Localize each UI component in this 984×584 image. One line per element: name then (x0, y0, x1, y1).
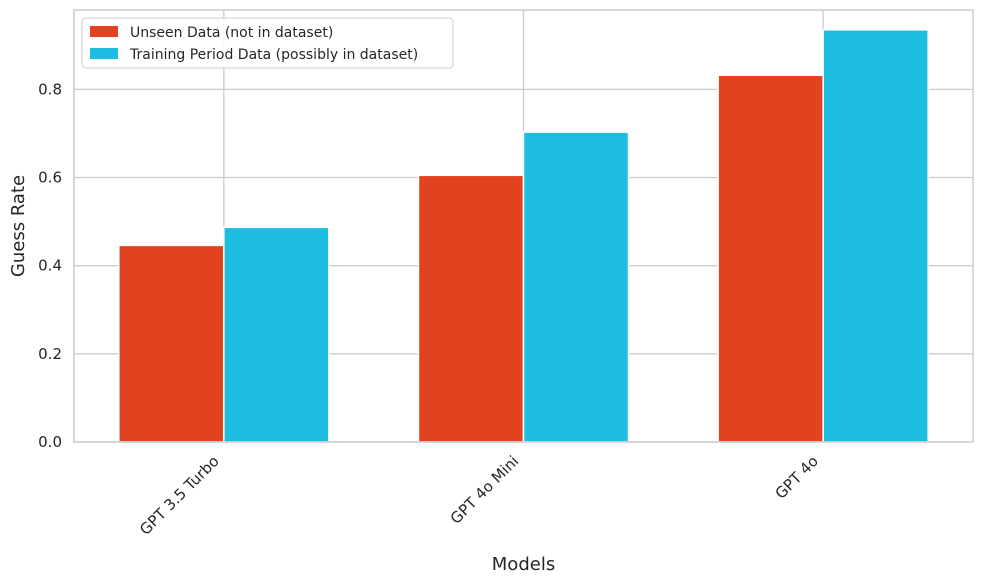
bar-unseen-0 (118, 244, 225, 443)
bars (118, 29, 929, 443)
bar-unseen-1 (417, 174, 525, 443)
x-tick-label: GPT 4o Mini (447, 452, 523, 528)
legend-box (81, 17, 454, 69)
legend: Unseen Data (not in dataset) Training Per… (81, 17, 454, 69)
x-tick-label: GPT 4o (772, 452, 822, 502)
bar-training-2 (822, 29, 929, 443)
x-tick-labels: GPT 3.5 Turbo GPT 4o Mini GPT 4o (136, 452, 822, 539)
y-axis-title: Guess Rate (8, 175, 29, 277)
y-tick-label: 0.8 (38, 80, 62, 98)
bar-unseen-2 (717, 74, 824, 443)
legend-label: Unseen Data (not in dataset) (130, 25, 333, 41)
legend-label: Training Period Data (possibly in datase… (129, 47, 418, 63)
x-tick-label: GPT 3.5 Turbo (136, 452, 223, 539)
y-tick-label: 0.6 (38, 169, 62, 187)
y-tick-label: 0.2 (38, 345, 62, 363)
y-tick-labels: 0.0 0.2 0.4 0.6 0.8 (38, 80, 62, 451)
legend-swatch (90, 26, 118, 37)
bar-training-1 (522, 131, 630, 443)
x-axis-title: Models (492, 554, 555, 575)
legend-swatch (90, 48, 118, 59)
y-tick-label: 0.4 (38, 257, 62, 275)
bar-training-0 (223, 226, 330, 443)
plot-frame (73, 9, 974, 443)
y-tick-label: 0.0 (38, 433, 62, 451)
